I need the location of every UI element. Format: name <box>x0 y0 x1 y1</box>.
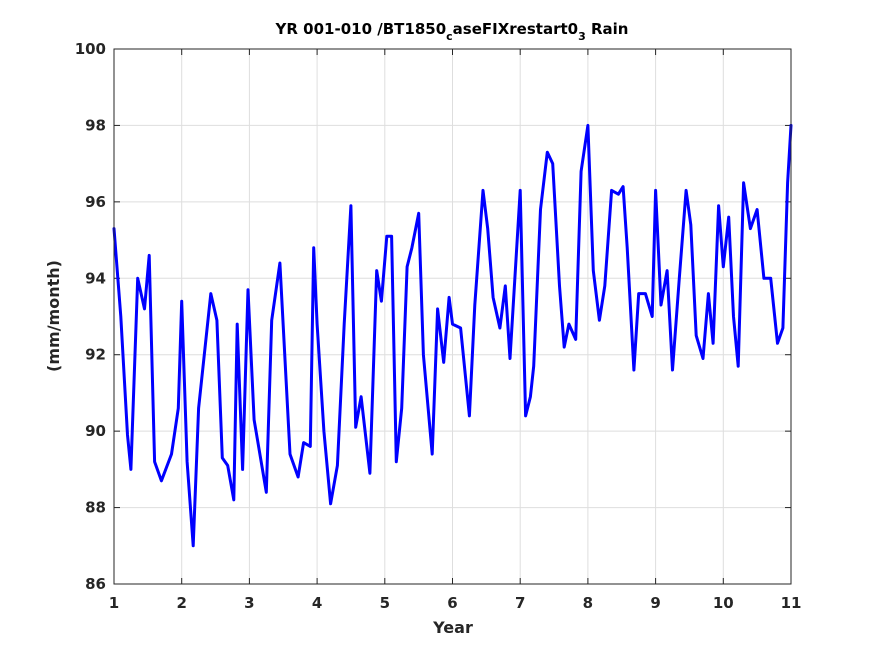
x-tick-label: 3 <box>244 594 254 612</box>
chart-title: YR 001-010 /BT1850caseFIXrestart03 Rain <box>275 20 629 43</box>
x-tick-label: 2 <box>176 594 186 612</box>
x-tick-label: 4 <box>312 594 322 612</box>
title-part-2: aseFIXrestart0 <box>453 20 578 38</box>
y-tick-label: 90 <box>85 422 106 440</box>
y-tick-label: 88 <box>85 499 106 517</box>
y-tick-label: 98 <box>85 116 106 134</box>
title-part-1: YR 001-010 /BT1850 <box>275 20 447 38</box>
tick-marks <box>113 48 792 585</box>
x-tick-label: 11 <box>781 594 802 612</box>
x-tick-labels: 1 2 3 4 5 6 7 8 9 10 11 <box>109 594 802 612</box>
series-line <box>112 123 793 548</box>
x-tick-label: 5 <box>380 594 390 612</box>
x-tick-label: 10 <box>713 594 734 612</box>
x-tick-label: 7 <box>515 594 525 612</box>
x-tick-label: 9 <box>650 594 660 612</box>
x-axis-label: Year <box>432 618 473 637</box>
title-part-3: Rain <box>586 20 629 38</box>
y-tick-labels: 86 88 90 92 94 96 98 100 <box>75 40 106 593</box>
title-subscript-2: 3 <box>578 30 586 43</box>
y-axis-label: (mm/month) <box>44 260 63 372</box>
axes-box <box>113 48 792 585</box>
series-layer <box>112 123 793 548</box>
x-tick-label: 6 <box>447 594 457 612</box>
x-tick-label: 1 <box>109 594 119 612</box>
y-tick-label: 92 <box>85 346 106 364</box>
y-tick-label: 100 <box>75 40 106 58</box>
title-subscript-1: c <box>446 30 453 43</box>
y-tick-label: 96 <box>85 193 106 211</box>
y-tick-label: 86 <box>85 575 106 593</box>
y-tick-label: 94 <box>85 269 106 287</box>
x-tick-label: 8 <box>583 594 593 612</box>
